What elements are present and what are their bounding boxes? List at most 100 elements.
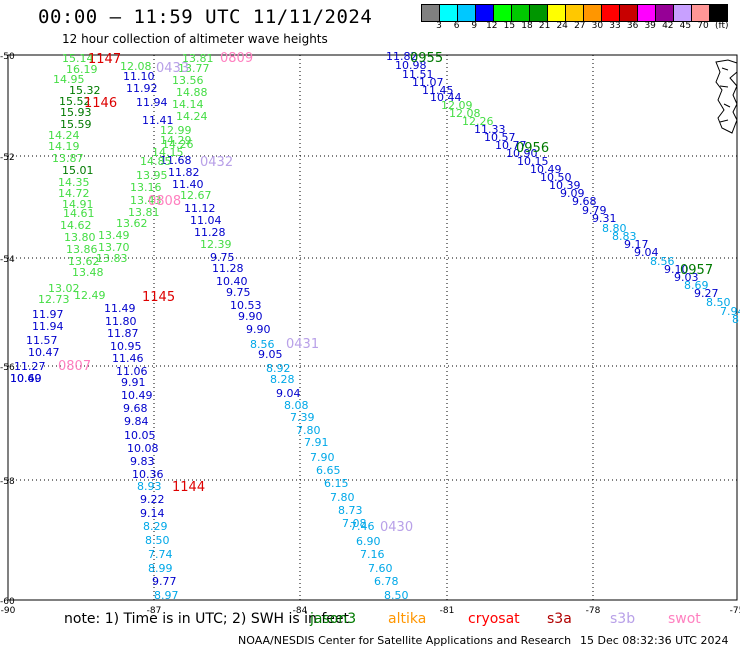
wave-height-value: 14.19 xyxy=(48,140,80,153)
wave-height-value: 8.50 xyxy=(384,589,409,602)
wave-height-value: 9.79 xyxy=(582,204,607,217)
lat-label: -54 xyxy=(0,255,15,265)
legend-label: 12 xyxy=(486,21,498,31)
track-time-label: 0433 xyxy=(156,61,189,76)
legend-label: 27 xyxy=(574,21,586,31)
wave-height-value: 13.02 xyxy=(48,282,80,295)
wave-height-value: 12.09 xyxy=(441,99,473,112)
wave-height-value: 6.90 xyxy=(356,535,381,548)
wave-height-value: 9.09 xyxy=(560,187,585,200)
lon-label: -87 xyxy=(147,606,162,616)
wave-height-value: 11.82 xyxy=(168,166,200,179)
wave-height-value: 14.61 xyxy=(63,207,95,220)
wave-height-value: 13.62 xyxy=(116,217,148,230)
wave-height-value: 14.26 xyxy=(162,138,194,151)
wave-height-value: 7.16 xyxy=(360,548,385,561)
wave-height-value: 10.50 xyxy=(540,171,572,184)
wave-height-value: 10.90 xyxy=(506,147,538,160)
wave-height-value: 14.29 xyxy=(160,134,192,147)
wave-height-value: 8.99 xyxy=(148,562,173,575)
wave-height-value: 16.19 xyxy=(66,63,98,76)
wave-height-value: 9.17 xyxy=(624,238,649,251)
wave-height-value: 9.84 xyxy=(124,415,149,428)
wave-height-value: 9.68 xyxy=(572,195,597,208)
footer-note: note: 1) Time is in UTC; 2) SWH is in fe… xyxy=(64,611,350,627)
wave-height-value: 13.83 xyxy=(96,252,128,265)
track-time-label: 0432 xyxy=(200,155,233,170)
wave-height-value: 12.49 xyxy=(74,289,106,302)
wave-height-value: 11.06 xyxy=(116,365,148,378)
satellite-altika: altika xyxy=(388,611,427,627)
wave-height-value: 11.40 xyxy=(172,178,204,191)
wave-height-value: 11.10 xyxy=(123,70,155,83)
legend-label: 3 xyxy=(436,21,442,31)
wave-height-value: 8.83 xyxy=(612,230,637,243)
track-time-label: 1147 xyxy=(88,52,121,67)
lon-label: -78 xyxy=(586,606,601,616)
wave-height-value: 9.77 xyxy=(152,575,177,588)
legend-label: 33 xyxy=(609,21,621,31)
legend-unit: (ft) xyxy=(715,21,729,31)
wave-height-value: 8.08 xyxy=(284,399,309,412)
wave-height-value: 11.94 xyxy=(32,320,64,333)
legend-label: 21 xyxy=(538,21,551,31)
wave-height-value: 8.50 xyxy=(706,296,731,309)
wave-height-value: 14.72 xyxy=(58,187,90,200)
wave-height-value: 11.07 xyxy=(412,76,444,89)
track-time-label: 0807 xyxy=(58,359,91,374)
wave-height-value: 14.62 xyxy=(60,219,92,232)
wave-height-value: 11.87 xyxy=(107,327,139,340)
wave-height-value: 8.80 xyxy=(602,222,627,235)
wave-height-value: 9.68 xyxy=(123,402,148,415)
legend-label: 24 xyxy=(556,21,568,31)
legend-label: 45 xyxy=(679,21,692,31)
wave-height-value: 13.81 xyxy=(128,206,160,219)
wave-height-value: 14.91 xyxy=(62,198,94,211)
track-time-label: 0808 xyxy=(148,194,181,209)
wave-height-value: 13.95 xyxy=(136,169,168,182)
wave-height-value: 11.41 xyxy=(142,114,174,127)
wave-height-value: 10.39 xyxy=(549,179,581,192)
wave-height-value: 13.70 xyxy=(98,241,130,254)
wave-height-value: 7.39 xyxy=(290,411,315,424)
wave-height-value: 9.22 xyxy=(140,493,165,506)
wave-height-value: 11.97 xyxy=(32,308,64,321)
satellite-jason3: jason3 xyxy=(310,611,357,627)
plot-frame xyxy=(7,54,738,601)
wave-height-value: 9.10 xyxy=(664,263,689,276)
wave-height-value: 8.56 xyxy=(650,255,675,268)
wave-height-value: 11.68 xyxy=(160,154,192,167)
lat-label: -58 xyxy=(0,477,15,487)
wave-height-value: 8.69 xyxy=(684,279,709,292)
legend-swatch xyxy=(709,4,728,22)
wave-height-value: 11.28 xyxy=(212,262,244,275)
wave-height-value: 10.40 xyxy=(10,372,42,385)
wave-height-value: 10.36 xyxy=(132,468,164,481)
wave-height-value: 13.86 xyxy=(66,243,98,256)
legend-label: 39 xyxy=(644,21,656,31)
coast-detail xyxy=(719,67,731,123)
wave-height-value: 15.59 xyxy=(60,118,92,131)
wave-height-value: 10.53 xyxy=(230,299,262,312)
track-time-label: 0956 xyxy=(516,141,549,156)
wave-height-value: 9.04 xyxy=(276,387,301,400)
wave-height-value: 11.94 xyxy=(136,96,168,109)
wave-height-value: 8.97 xyxy=(154,589,179,602)
legend-label: 36 xyxy=(626,21,639,31)
wave-height-value: 10.98 xyxy=(395,59,427,72)
wave-height-value: 10.05 xyxy=(124,429,156,442)
wave-height-value: 7.80 xyxy=(296,424,321,437)
lon-label: -75 xyxy=(730,606,740,616)
wave-height-value: 14.24 xyxy=(48,129,80,142)
wave-height-value: 9.90 xyxy=(238,310,263,323)
lat-label: -56 xyxy=(0,363,15,373)
track-time-label: 1145 xyxy=(142,290,175,305)
lat-label: -50 xyxy=(0,52,15,62)
wave-height-value: 15.93 xyxy=(60,106,92,119)
wave-height-value: 13.62 xyxy=(68,255,100,268)
wave-height-value: 11.33 xyxy=(474,123,506,136)
wave-height-value: 7.90 xyxy=(310,451,335,464)
wave-height-value: 12.99 xyxy=(160,124,192,137)
legend-label: 6 xyxy=(453,21,460,31)
